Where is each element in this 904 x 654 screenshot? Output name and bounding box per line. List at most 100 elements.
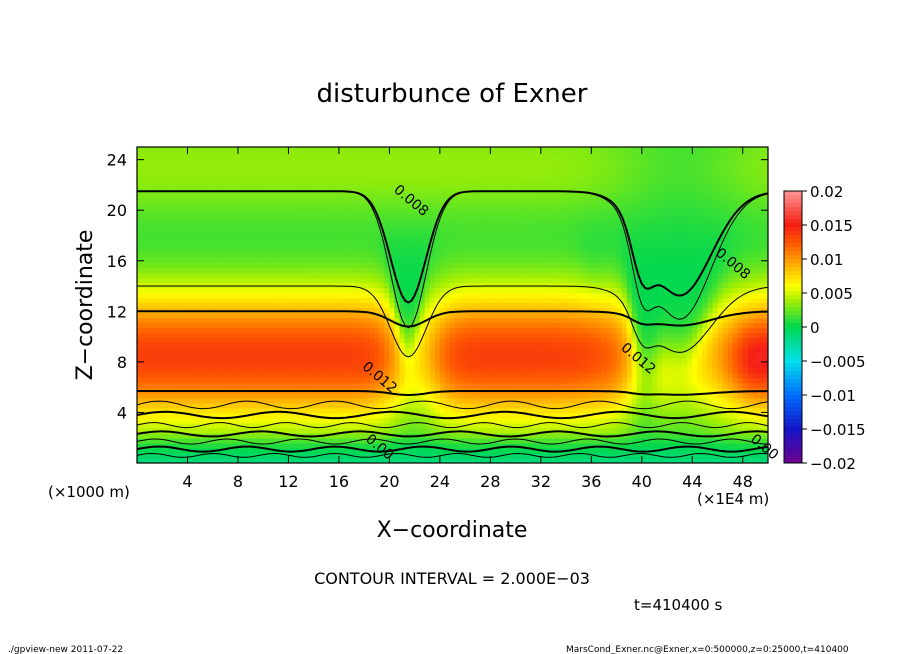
field-cell bbox=[449, 307, 456, 314]
field-cell bbox=[318, 332, 325, 339]
field-cell bbox=[308, 212, 315, 218]
field-cell bbox=[172, 452, 178, 459]
field-cell bbox=[217, 352, 224, 359]
field-cell bbox=[460, 207, 466, 213]
field-cell bbox=[207, 357, 214, 364]
field-cell bbox=[273, 437, 279, 444]
field-cell bbox=[328, 317, 335, 324]
field-cell bbox=[439, 282, 446, 289]
field-cell bbox=[449, 282, 456, 289]
field-cell bbox=[333, 267, 340, 273]
field-cell bbox=[308, 337, 315, 344]
field-cell bbox=[510, 317, 517, 324]
field-cell bbox=[429, 277, 436, 284]
field-cell bbox=[343, 452, 350, 459]
field-cell bbox=[207, 252, 214, 258]
field-cell bbox=[237, 242, 244, 248]
field-cell bbox=[525, 247, 532, 253]
field-cell bbox=[490, 207, 497, 213]
field-cell bbox=[258, 257, 264, 263]
field-cell bbox=[389, 172, 396, 178]
field-cell bbox=[258, 377, 264, 384]
field-cell bbox=[288, 377, 295, 384]
field-cell bbox=[212, 412, 219, 419]
field-cell bbox=[207, 212, 214, 218]
field-cell bbox=[273, 172, 279, 178]
field-cell bbox=[273, 157, 279, 163]
field-cell bbox=[227, 422, 234, 429]
field-cell bbox=[318, 382, 325, 389]
field-cell bbox=[379, 287, 385, 294]
field-cell bbox=[142, 332, 148, 339]
field-cell bbox=[354, 237, 360, 243]
field-cell bbox=[520, 412, 527, 419]
field-cell bbox=[137, 367, 143, 374]
field-cell bbox=[217, 192, 224, 198]
field-cell bbox=[227, 332, 234, 339]
field-cell bbox=[157, 257, 163, 263]
field-cell bbox=[283, 192, 290, 198]
field-cell bbox=[530, 222, 537, 228]
field-cell bbox=[449, 312, 456, 319]
field-cell bbox=[470, 317, 476, 324]
field-cell bbox=[379, 252, 385, 258]
field-cell bbox=[444, 147, 451, 153]
field-cell bbox=[268, 447, 274, 454]
field-cell bbox=[414, 292, 421, 299]
field-cell bbox=[389, 187, 396, 193]
field-cell bbox=[510, 277, 517, 284]
field-cell bbox=[379, 427, 385, 434]
field-cell bbox=[298, 257, 305, 263]
field-cell bbox=[303, 217, 310, 223]
field-cell bbox=[374, 177, 380, 183]
field-cell bbox=[182, 442, 189, 449]
field-cell bbox=[434, 297, 441, 304]
field-cell bbox=[268, 287, 274, 294]
field-cell bbox=[157, 347, 163, 354]
field-cell bbox=[364, 157, 370, 163]
field-cell bbox=[379, 432, 385, 439]
field-cell bbox=[308, 377, 315, 384]
field-cell bbox=[308, 262, 315, 268]
field-cell bbox=[192, 177, 199, 183]
field-cell bbox=[338, 252, 345, 258]
field-cell bbox=[323, 242, 330, 248]
field-cell bbox=[147, 182, 153, 188]
field-cell bbox=[182, 292, 189, 299]
field-cell bbox=[500, 397, 507, 404]
field-cell bbox=[475, 367, 481, 374]
field-cell bbox=[192, 207, 199, 213]
field-cell bbox=[490, 332, 497, 339]
field-cell bbox=[177, 362, 184, 369]
field-cell bbox=[202, 247, 209, 253]
field-cell bbox=[182, 222, 189, 228]
field-cell bbox=[404, 327, 411, 334]
field-cell bbox=[475, 352, 481, 359]
field-cell bbox=[243, 432, 249, 439]
field-cell bbox=[424, 327, 431, 334]
field-cell bbox=[202, 292, 209, 299]
field-cell bbox=[354, 382, 360, 389]
field-cell bbox=[288, 162, 295, 168]
field-cell bbox=[323, 202, 330, 208]
field-cell bbox=[222, 212, 229, 218]
field-cell bbox=[449, 422, 456, 429]
field-cell bbox=[217, 187, 224, 193]
field-cell bbox=[364, 207, 370, 213]
field-cell bbox=[207, 337, 214, 344]
field-cell bbox=[273, 282, 279, 289]
field-cell bbox=[298, 347, 305, 354]
field-cell bbox=[475, 277, 481, 284]
field-cell bbox=[313, 262, 320, 268]
field-cell bbox=[303, 287, 310, 294]
field-cell bbox=[349, 172, 355, 178]
field-cell bbox=[212, 332, 219, 339]
field-cell bbox=[147, 302, 153, 309]
field-cell bbox=[303, 342, 310, 349]
field-cell bbox=[369, 242, 375, 248]
field-cell bbox=[222, 247, 229, 253]
field-cell bbox=[278, 277, 284, 284]
field-cell bbox=[207, 402, 214, 409]
field-cell bbox=[349, 162, 355, 168]
field-cell bbox=[424, 397, 431, 404]
